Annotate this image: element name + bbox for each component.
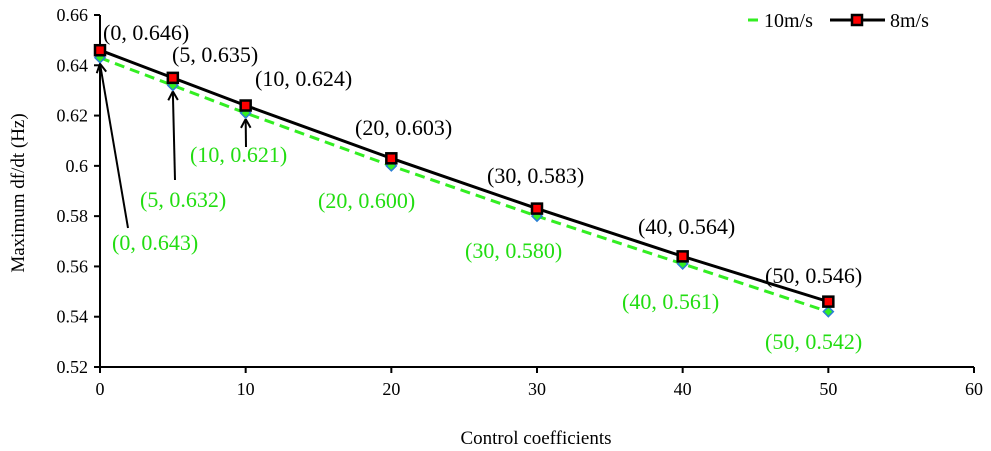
x-tick-label: 30 [528, 379, 546, 399]
y-tick-label: 0.66 [57, 5, 89, 25]
axes: 0.52 0.54 0.56 0.58 0.6 0.62 0.64 0.66 0 10 20 30 40… [57, 5, 984, 399]
arrow-head [171, 90, 179, 101]
y-tick-label: 0.52 [57, 357, 89, 377]
x-tick-label: 60 [965, 379, 983, 399]
data-point-square [385, 152, 398, 165]
data-label: (5, 0.635) [172, 42, 258, 67]
arrow-head [240, 118, 247, 129]
y-tick-label: 0.64 [57, 55, 89, 75]
arrow-head [167, 90, 174, 101]
x-tick-label: 50 [819, 379, 837, 399]
annotation-arrow [99, 63, 129, 229]
y-axis-label: Maximum df/dt (Hz) [8, 113, 29, 272]
y-tick-label: 0.58 [57, 206, 89, 226]
y-tick-label: 0.56 [57, 256, 89, 276]
data-point-square [676, 250, 689, 263]
x-tick-label: 40 [674, 379, 692, 399]
data-label: (40, 0.564) [638, 214, 735, 239]
data-label: (50, 0.542) [765, 329, 862, 354]
data-point-square [93, 43, 107, 57]
data-point-square [530, 202, 544, 215]
arrow-head [95, 63, 101, 74]
legend: 10m/s 8m/s [748, 10, 929, 32]
data-point-diamond [822, 305, 835, 318]
arrow-head [244, 118, 252, 129]
data-label: (40, 0.561) [622, 289, 719, 314]
legend-label-8ms: 8m/s [890, 10, 929, 32]
x-tick-label: 0 [96, 379, 105, 399]
y-tick-label: 0.62 [57, 106, 89, 126]
data-label: (5, 0.632) [140, 187, 226, 212]
x-tick-label: 20 [382, 379, 400, 399]
annotations: (0, 0.643) (5, 0.632) (10, 0.621) (20, 0.60… [95, 20, 862, 354]
arrow-head [99, 63, 107, 73]
data-label: (50, 0.546) [765, 263, 862, 288]
y-tick-label: 0.6 [66, 156, 89, 176]
data-label: (20, 0.600) [318, 188, 415, 213]
data-label: (10, 0.621) [190, 142, 287, 167]
data-point-square [822, 295, 835, 308]
data-label: (30, 0.583) [487, 163, 584, 188]
data-point-square [166, 71, 180, 85]
data-label: (30, 0.580) [465, 238, 562, 263]
data-label: (0, 0.646) [103, 20, 189, 45]
y-tick-label: 0.54 [57, 307, 89, 327]
legend-label-10ms: 10m/s [764, 10, 813, 32]
data-label: (10, 0.624) [255, 66, 352, 91]
data-label: (20, 0.603) [355, 115, 452, 140]
x-tick-label: 10 [237, 379, 255, 399]
annotation-arrow [171, 91, 176, 181]
data-point-square [239, 99, 252, 112]
x-axis-label: Control coefficients [460, 428, 611, 449]
data-label: (0, 0.643) [112, 230, 198, 255]
series-group [93, 43, 835, 318]
legend-marker-8ms [850, 13, 864, 27]
series-line-8m/s [99, 48, 829, 304]
